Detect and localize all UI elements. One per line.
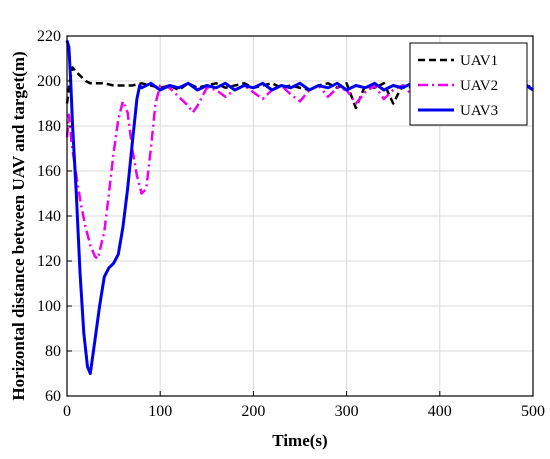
x-tick-label: 400 [428, 403, 452, 420]
y-tick-label: 100 [37, 298, 61, 315]
x-tick-label: 300 [335, 403, 359, 420]
x-tick-label: 500 [521, 403, 545, 420]
ticks: 0 100 200 300 400 500 60 80 100 120 140 160 180 200 22… [37, 28, 545, 420]
x-tick-label: 200 [241, 403, 265, 420]
legend-label-uav1: UAV1 [460, 53, 498, 69]
y-tick-label: 140 [37, 208, 61, 225]
x-axis-title: Time(s) [272, 431, 327, 450]
y-tick-label: 220 [37, 28, 61, 45]
y-tick-label: 80 [45, 343, 61, 360]
y-tick-label: 120 [37, 253, 61, 270]
legend-label-uav3: UAV3 [460, 103, 498, 119]
x-tick-label: 100 [148, 403, 172, 420]
x-tick-label: 0 [63, 403, 71, 420]
y-axis-title: Horizontal distance between UAV and targ… [9, 51, 28, 400]
legend-label-uav2: UAV2 [460, 78, 498, 94]
y-tick-label: 180 [37, 118, 61, 135]
legend: UAV1 UAV2 UAV3 [409, 42, 528, 126]
y-tick-label: 60 [45, 388, 61, 405]
y-tick-label: 160 [37, 163, 61, 180]
y-tick-label: 200 [37, 73, 61, 90]
